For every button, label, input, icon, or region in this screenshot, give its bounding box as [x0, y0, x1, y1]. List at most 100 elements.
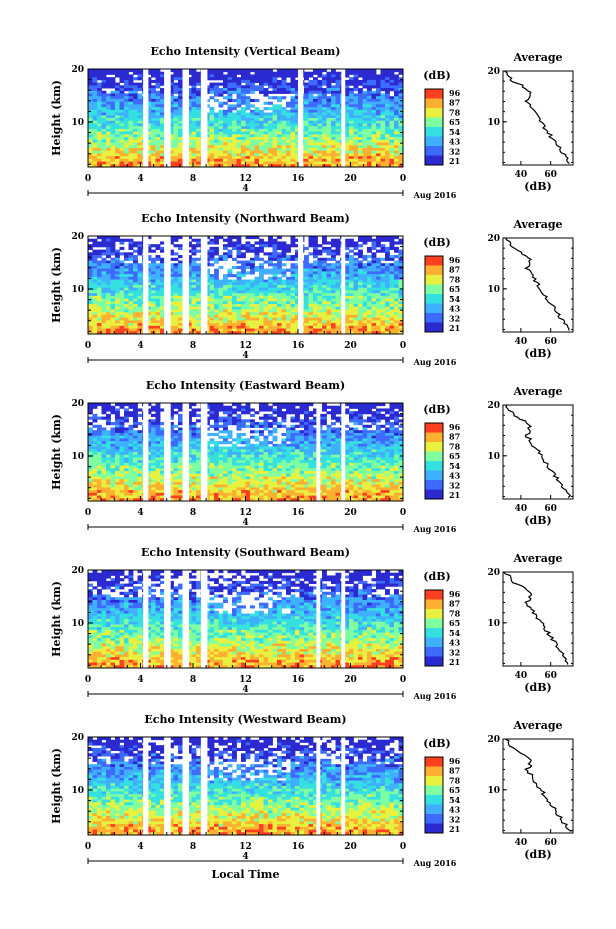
colorbar-step	[425, 287, 443, 292]
colorbar-step	[425, 445, 443, 449]
colorbar-step	[425, 473, 443, 478]
avg-x-tick-label: 40	[515, 170, 528, 180]
colorbar-step	[425, 161, 443, 166]
data-gap-4	[316, 737, 321, 835]
heatmap-cells	[88, 69, 404, 168]
colorbar-step	[425, 294, 443, 298]
colorbar-tick-label: 65	[449, 785, 460, 795]
colorbar-step	[425, 429, 443, 433]
avg-x-tick-label: 40	[515, 671, 528, 681]
avg-y-tick-label: 20	[487, 67, 500, 77]
colorbar-step	[425, 149, 443, 153]
data-gap-2	[182, 403, 190, 501]
colorbar-step	[425, 791, 443, 796]
colorbar-step	[425, 486, 443, 490]
y-tick-label: 20	[71, 733, 84, 743]
colorbar-step	[425, 763, 443, 767]
colorbar-step	[425, 829, 443, 834]
data-gap-1	[164, 236, 171, 334]
day-label: 4	[242, 685, 248, 695]
x-tick-label: 0	[85, 675, 91, 685]
date-label: Aug 2016	[413, 524, 457, 534]
data-gap-2	[182, 737, 190, 835]
colorbar-tick-label: 54	[449, 628, 461, 638]
y-tick-label: 10	[71, 285, 84, 295]
colorbar-tick-label: 78	[449, 775, 461, 785]
colorbar-step	[425, 624, 443, 629]
x-tick-label: 4	[137, 508, 143, 518]
average-title: Average	[512, 51, 562, 64]
colorbar-tick-label: 65	[449, 618, 460, 628]
colorbar-tick-label: 96	[449, 756, 461, 766]
colorbar-step	[425, 653, 443, 657]
colorbar-tick-label: 32	[449, 814, 460, 824]
colorbar-step	[425, 95, 443, 99]
colorbar-step	[425, 275, 443, 279]
day-label: 4	[242, 184, 248, 194]
colorbar-tick-label: 43	[449, 304, 461, 314]
x-tick-label: 0	[85, 174, 91, 184]
colorbar-step	[425, 634, 443, 638]
x-tick-label: 4	[137, 341, 143, 351]
x-tick-label: 20	[344, 341, 357, 351]
y-tick-label: 10	[71, 786, 84, 796]
heatmap-cells	[88, 737, 404, 836]
avg-x-tick-label: 60	[544, 838, 557, 848]
y-tick-label: 20	[71, 399, 84, 409]
avg-x-tick-label: 60	[544, 170, 557, 180]
avg-y-tick-label: 10	[487, 619, 500, 629]
colorbar-step	[425, 788, 443, 793]
avg-x-tick-label: 40	[515, 337, 528, 347]
colorbar-step	[425, 804, 443, 809]
colorbar-unit: (dB)	[423, 403, 450, 416]
colorbar-step	[425, 136, 443, 141]
x-tick-label: 12	[239, 842, 252, 852]
x-tick-label: 8	[190, 508, 196, 518]
colorbar-step	[425, 309, 443, 314]
colorbar-frame	[424, 589, 444, 667]
y-axis-label: Height (km)	[50, 414, 63, 490]
avg-y-tick-label: 10	[487, 452, 500, 462]
x-tick-label: 4	[137, 842, 143, 852]
x-tick-label: 12	[239, 508, 252, 518]
x-tick-label: 20	[344, 842, 357, 852]
colorbar-step	[425, 117, 443, 122]
average-frame	[502, 738, 574, 834]
y-tick-label: 10	[71, 118, 84, 128]
x-tick-label: 20	[344, 508, 357, 518]
colorbar-step	[425, 605, 443, 610]
colorbar-step	[425, 133, 443, 137]
data-gap-4	[316, 403, 321, 501]
colorbar-step	[425, 423, 443, 427]
colorbar-step	[425, 483, 443, 487]
colorbar-step	[425, 268, 443, 273]
colorbar-step	[425, 313, 443, 317]
colorbar-tick-label: 96	[449, 422, 461, 432]
colorbar-step	[425, 454, 443, 459]
x-tick-label: 0	[85, 508, 91, 518]
colorbar-tick-label: 21	[449, 323, 460, 333]
data-gap-3	[200, 236, 208, 334]
colorbar-tick-label: 87	[449, 265, 460, 275]
colorbar-step	[425, 139, 443, 144]
colorbar-tick-label: 65	[449, 117, 460, 127]
colorbar-step	[425, 130, 443, 134]
panel-title: Echo Intensity (Vertical Beam)	[150, 45, 340, 58]
average-profile-line	[505, 404, 572, 498]
colorbar-step	[425, 104, 443, 109]
colorbar-tick-label: 32	[449, 313, 460, 323]
colorbar-step	[425, 470, 443, 475]
panel-4: Echo Intensity (Westward Beam) 20 10 Height…	[50, 713, 574, 868]
x-tick-label: 20	[344, 675, 357, 685]
y-axis-label: Height (km)	[50, 581, 63, 657]
colorbar-step	[425, 798, 443, 802]
date-label: Aug 2016	[413, 858, 457, 868]
date-label: Aug 2016	[413, 357, 457, 367]
colorbar-tick-label: 96	[449, 88, 461, 98]
y-tick-label: 20	[71, 65, 84, 75]
colorbar-tick-label: 87	[449, 599, 460, 609]
colorbar-step	[425, 766, 443, 771]
average-title: Average	[512, 552, 562, 565]
day-label: 4	[242, 852, 248, 862]
colorbar-step	[425, 779, 443, 783]
